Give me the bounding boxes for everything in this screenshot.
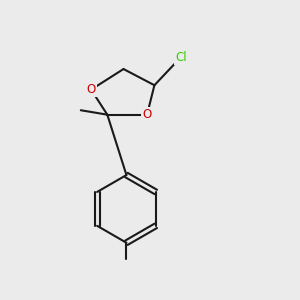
Text: O: O [86, 83, 96, 96]
Text: Cl: Cl [175, 51, 187, 64]
Text: O: O [142, 108, 152, 121]
